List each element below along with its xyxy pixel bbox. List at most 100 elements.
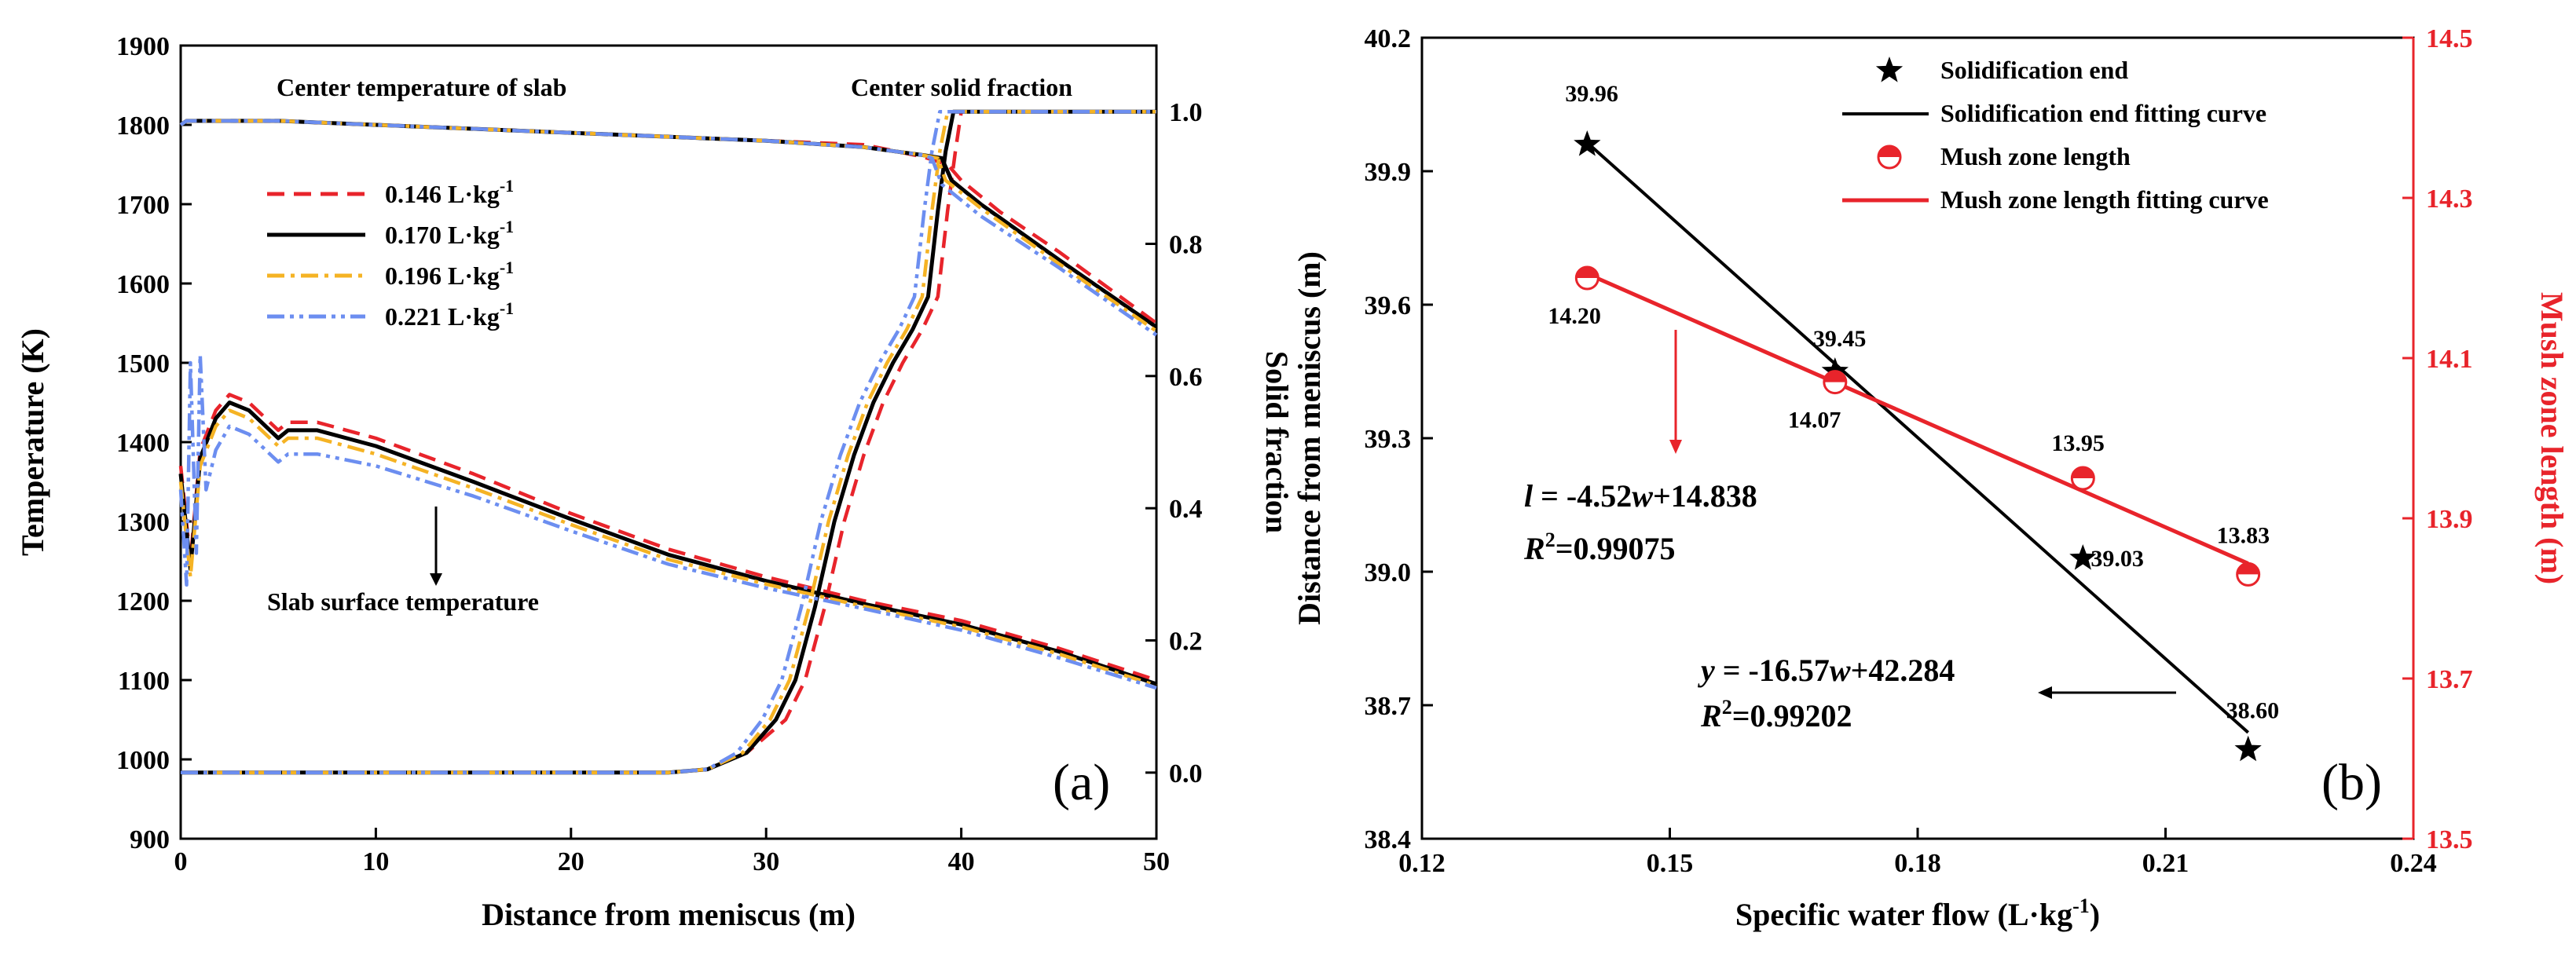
solid-eq-rest: = -16.57 bbox=[1715, 653, 1830, 688]
solidification-end-point bbox=[2069, 544, 2097, 570]
b-y2tick-label: 13.5 bbox=[2426, 825, 2473, 854]
mush-arrow-head bbox=[1669, 440, 1682, 454]
a-legend-label: 0.170 L·kg-1 bbox=[385, 217, 514, 249]
mush-zone-point-fill bbox=[1823, 371, 1846, 382]
panel-b-ticks: 0.12 0.15 0.18 0.21 0.24 38.4 38.7 39.0 39.3 39.6… bbox=[1365, 24, 2473, 878]
mush-fit-line bbox=[1586, 272, 2249, 565]
b-xtick-label: 0.12 bbox=[1398, 849, 1446, 878]
a-ytick-label: 1800 bbox=[116, 112, 170, 141]
mush-zone-label: 14.20 bbox=[1548, 303, 1601, 329]
b-ytick-label: 38.7 bbox=[1365, 692, 1412, 721]
a-xtick-label: 10 bbox=[362, 847, 389, 876]
mush-r2-label: R bbox=[1523, 531, 1545, 566]
a-ytick-label: 1300 bbox=[116, 508, 170, 537]
panel-b-ylabel: Distance from meniscus (m) bbox=[1292, 251, 1327, 625]
a-ytick-label: 900 bbox=[130, 825, 170, 854]
b-legend-star bbox=[1875, 57, 1904, 82]
b-legend-label: Solidification end bbox=[1940, 56, 2128, 84]
solid-end-fit-r2: R2=0.99202 bbox=[1700, 696, 1852, 733]
panel-b-y2label: Mush zone length (m) bbox=[2534, 292, 2570, 584]
a-ytick-label: 1200 bbox=[116, 587, 170, 616]
b-ytick-label: 38.4 bbox=[1365, 825, 1412, 854]
solidification-end-label: 39.03 bbox=[2090, 546, 2144, 572]
a-y2tick-label: 1.0 bbox=[1169, 98, 1203, 127]
solidification-end-label: 39.45 bbox=[1813, 326, 1867, 352]
b-y2tick-label: 14.1 bbox=[2426, 345, 2473, 374]
a-y2tick-label: 0.0 bbox=[1169, 759, 1203, 788]
a-legend-label: 0.146 L·kg-1 bbox=[385, 176, 514, 208]
surface-temp-line-0.196 bbox=[178, 408, 1157, 688]
b-y2tick-label: 14.5 bbox=[2426, 24, 2473, 53]
mush-eq-tail: +14.838 bbox=[1653, 478, 1757, 514]
solid-end-fit-line bbox=[1586, 141, 2249, 734]
mush-eq-var: l bbox=[1524, 478, 1534, 514]
panel-a-label: (a) bbox=[1053, 754, 1110, 811]
solidification-end-label: 39.96 bbox=[1565, 81, 1618, 107]
mush-zone-point-fill bbox=[2237, 563, 2259, 575]
b-ytick-label: 39.0 bbox=[1365, 558, 1412, 587]
mush-r2-sup: 2 bbox=[1545, 529, 1555, 551]
a-y2tick-label: 0.6 bbox=[1169, 363, 1203, 392]
solidification-end-point bbox=[1574, 130, 1601, 156]
mush-r2-value: =0.99075 bbox=[1555, 531, 1676, 566]
mush-eq-w: w bbox=[1632, 478, 1653, 514]
center-temp-line-0.196 bbox=[179, 119, 1158, 333]
panel-b-label: (b) bbox=[2321, 754, 2382, 811]
a-legend-label: 0.221 L·kg-1 bbox=[385, 298, 514, 331]
b-xtick-label: 0.21 bbox=[2142, 849, 2189, 878]
a-ytick-label: 1700 bbox=[116, 191, 170, 220]
surface-temp-line-0.146 bbox=[178, 393, 1157, 682]
solidification-end-point bbox=[2234, 735, 2262, 762]
b-xtick-label: 0.15 bbox=[1647, 849, 1694, 878]
b-legend-half-circle-fill bbox=[1878, 146, 1900, 157]
a-xtick-label: 40 bbox=[948, 847, 975, 876]
center-temp-line-0.170 bbox=[179, 119, 1158, 329]
b-legend-label: Mush zone length bbox=[1940, 142, 2131, 170]
panel-b-chart: 0.12 0.15 0.18 0.21 0.24 38.4 38.7 39.0 39.3 39.6… bbox=[1292, 24, 2570, 932]
a-legend-label: 0.196 L·kg-1 bbox=[385, 258, 514, 290]
b-y2tick-label: 13.7 bbox=[2426, 665, 2473, 694]
a-y2tick-label: 0.8 bbox=[1169, 231, 1203, 260]
center-temp-line-0.146 bbox=[179, 119, 1158, 325]
annotation-center-temperature: Center temperature of slab bbox=[277, 73, 566, 101]
surface-temp-line-0.221 bbox=[178, 353, 1157, 690]
b-ytick-label: 39.3 bbox=[1365, 425, 1412, 454]
center-temp-line-0.221 bbox=[179, 119, 1158, 337]
a-y2tick-label: 0.4 bbox=[1169, 495, 1203, 524]
panel-a-chart: 0 10 20 30 40 50 900 1000 1100 1200 1300 1400 1500 16… bbox=[15, 32, 1295, 932]
solid-arrow-head bbox=[2038, 686, 2052, 699]
a-ytick-label: 1600 bbox=[116, 270, 170, 299]
a-ytick-label: 1500 bbox=[116, 349, 170, 379]
mush-eq-rest: = -4.52 bbox=[1533, 478, 1632, 514]
a-ytick-label: 1400 bbox=[116, 429, 170, 458]
mush-fit-r2: R2=0.99075 bbox=[1523, 529, 1675, 566]
mush-zone-point-fill bbox=[2072, 467, 2094, 478]
solid-r2-label: R bbox=[1700, 698, 1722, 733]
panel-a-series bbox=[178, 109, 1158, 775]
panel-b-legend: Solidification end Solidification end fit… bbox=[1842, 56, 2269, 214]
annotation-center-solid-fraction: Center solid fraction bbox=[851, 73, 1072, 101]
panel-a-ticks: 0 10 20 30 40 50 900 1000 1100 1200 1300 1400 1500 16… bbox=[116, 32, 1203, 876]
a-xtick-label: 20 bbox=[558, 847, 584, 876]
a-y2tick-label: 0.2 bbox=[1169, 627, 1203, 657]
panel-a-xlabel: Distance from meniscus (m) bbox=[482, 897, 856, 932]
panel-b-xlabel-main: Specific water flow (L·kg bbox=[1735, 897, 2072, 932]
panel-a-legend: 0.146 L·kg-1 0.170 L·kg-1 0.196 L·kg-1 0.22… bbox=[267, 176, 514, 331]
b-legend-label: Mush zone length fitting curve bbox=[1940, 185, 2269, 214]
surface-temp-line-0.170 bbox=[178, 401, 1157, 686]
a-ytick-label: 1100 bbox=[118, 667, 170, 696]
panel-a-ylabel: Temperature (K) bbox=[15, 328, 50, 556]
a-xtick-label: 0 bbox=[174, 847, 188, 876]
b-xtick-label: 0.18 bbox=[1894, 849, 1941, 878]
solid-eq-var: y bbox=[1698, 653, 1715, 688]
panel-b-series: 39.96 39.45 39.03 38.60 14.20 14.07 13.95 13.83 bbox=[1548, 81, 2279, 762]
mush-fit-equation: l = -4.52w+14.838 bbox=[1524, 478, 1757, 514]
panel-b-xlabel-sup: -1 bbox=[2072, 894, 2090, 917]
mush-zone-label: 13.83 bbox=[2217, 522, 2270, 548]
surface-arrow-head bbox=[430, 573, 442, 586]
panel-b-xlabel: Specific water flow (L·kg-1) bbox=[1735, 894, 2100, 932]
b-ytick-label: 39.9 bbox=[1365, 158, 1412, 187]
solid-fraction-line-0.196 bbox=[181, 109, 1156, 775]
mush-zone-label: 14.07 bbox=[1788, 408, 1841, 433]
